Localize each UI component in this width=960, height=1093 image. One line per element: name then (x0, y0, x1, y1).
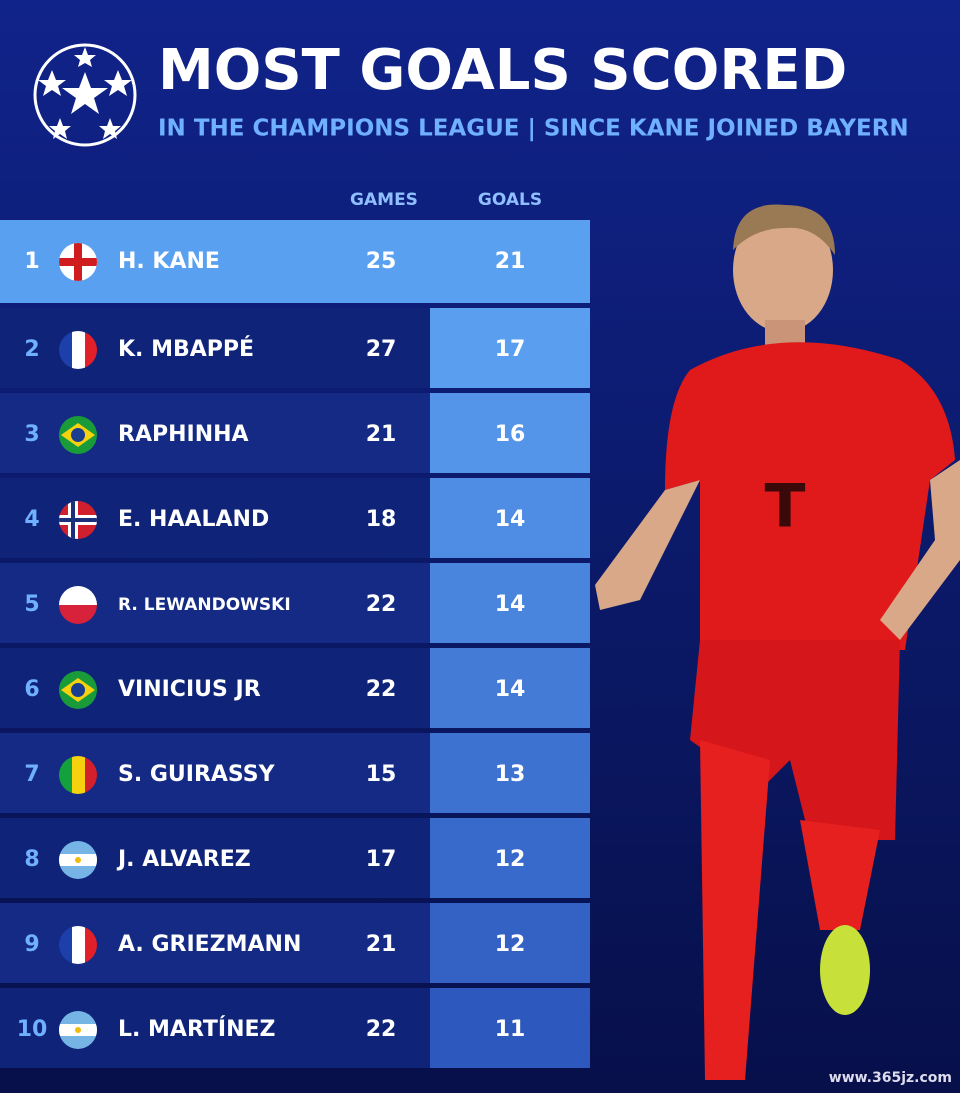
player-name: R. LEWANDOWSKI (118, 595, 291, 615)
table-row: 1 H. KANE 25 21 (0, 220, 590, 303)
table-row: 9 A. GRIEZMANN 21 12 (0, 903, 590, 983)
rank: 4 (24, 507, 39, 532)
games: 15 (366, 762, 397, 787)
games: 18 (366, 507, 397, 532)
player-name: A. GRIEZMANN (118, 932, 301, 957)
player-name: S. GUIRASSY (118, 762, 276, 787)
row-highlight (0, 220, 590, 303)
goals: 12 (495, 847, 526, 872)
games: 17 (366, 847, 397, 872)
flag-part (85, 926, 97, 964)
table-row: 8 J. ALVAREZ 17 12 (0, 818, 590, 898)
goals: 13 (495, 762, 526, 787)
goals-cell (430, 563, 590, 643)
player-name: E. HAALAND (118, 507, 269, 532)
games: 27 (366, 337, 397, 362)
flag-part (59, 258, 97, 266)
games: 21 (366, 932, 397, 957)
flag-part (72, 756, 85, 794)
rank: 10 (17, 1017, 48, 1042)
flag-part (59, 518, 97, 522)
goals-cell (430, 308, 590, 388)
flag (59, 501, 97, 539)
flag (59, 586, 97, 624)
goals: 11 (495, 1017, 526, 1042)
table-row: 7 S. GUIRASSY 15 13 (0, 733, 590, 813)
goals: 16 (495, 422, 526, 447)
goals-cell (430, 648, 590, 728)
player-name: K. MBAPPÉ (118, 336, 254, 362)
rank: 1 (24, 249, 39, 274)
table: 1 H. KANE 25 212 K. MBAPPÉ 27 173 RAPHINHA 21 164… (0, 220, 590, 1068)
subtitle: IN THE CHAMPIONS LEAGUE | SINCE KANE JOI… (158, 116, 909, 142)
player-name: L. MARTÍNEZ (118, 1016, 276, 1042)
player-name: RAPHINHA (118, 422, 249, 447)
player-name: H. KANE (118, 249, 220, 274)
goals: 14 (495, 677, 526, 702)
shirt-logo: T (765, 472, 806, 542)
goals-cell (430, 478, 590, 558)
flag-part (59, 756, 72, 794)
flag-part (59, 331, 72, 369)
flag (59, 416, 97, 454)
rank: 8 (24, 847, 39, 872)
goals-cell (430, 818, 590, 898)
games: 22 (366, 677, 397, 702)
flag (59, 331, 97, 369)
flag-part (85, 331, 97, 369)
flag-part (75, 857, 81, 863)
table-row: 10 L. MARTÍNEZ 22 11 (0, 988, 590, 1068)
player-name: J. ALVAREZ (116, 847, 251, 872)
games: 25 (366, 249, 397, 274)
goals: 14 (495, 507, 526, 532)
goals: 12 (495, 932, 526, 957)
column-header: GAMES (350, 190, 418, 210)
goals-cell (430, 733, 590, 813)
logo (33, 43, 137, 147)
flag (59, 243, 97, 281)
goals-cell (430, 988, 590, 1068)
flag-part (75, 1027, 81, 1033)
rank: 3 (24, 422, 39, 447)
flag (59, 841, 97, 879)
flag (59, 756, 97, 794)
flag-part (59, 605, 97, 624)
goals: 17 (495, 337, 526, 362)
title: MOST GOALS SCORED (158, 38, 847, 103)
goals: 14 (495, 592, 526, 617)
rank: 5 (24, 592, 39, 617)
flag-part (71, 428, 85, 442)
watermark: www.365jz.com (829, 1070, 952, 1086)
table-row: 6 VINICIUS JR 22 14 (0, 648, 590, 728)
games: 21 (366, 422, 397, 447)
games: 22 (366, 1017, 397, 1042)
goals-cell (430, 393, 590, 473)
goals: 21 (495, 249, 526, 274)
flag (59, 926, 97, 964)
rank: 6 (24, 677, 39, 702)
flag-part (59, 926, 72, 964)
rank: 7 (24, 762, 39, 787)
player-photo: T (595, 204, 960, 1080)
flag-part (71, 683, 85, 697)
rank: 2 (24, 337, 39, 362)
rank: 9 (24, 932, 39, 957)
table-row: 4 E. HAALAND 18 14 (0, 478, 590, 558)
flag-part (85, 756, 97, 794)
flag-part (59, 586, 97, 605)
table-row: 5 R. LEWANDOWSKI 22 14 (0, 563, 590, 643)
player-name: VINICIUS JR (118, 677, 261, 702)
table-row: 2 K. MBAPPÉ 27 17 (0, 308, 590, 388)
column-header: GOALS (478, 190, 542, 210)
goals-cell (430, 903, 590, 983)
flag (59, 671, 97, 709)
flag (59, 1011, 97, 1049)
flag-part (72, 926, 85, 964)
flag-part (72, 331, 85, 369)
games: 22 (366, 592, 397, 617)
table-row: 3 RAPHINHA 21 16 (0, 393, 590, 473)
